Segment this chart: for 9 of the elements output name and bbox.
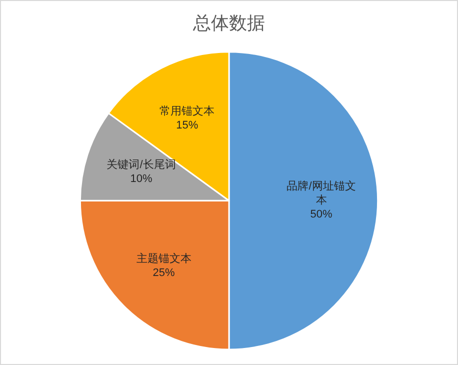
data-label: 50% <box>310 208 332 221</box>
slice-label: 常用锚文本 <box>160 104 215 118</box>
chart-title: 总体数据 <box>192 13 265 33</box>
slice-label: 关键词/长尾词 <box>106 158 176 172</box>
data-label: 25% <box>152 266 175 279</box>
data-label: 15% <box>176 119 198 132</box>
slice-label: 主题锚文本 <box>136 252 192 265</box>
slice-label: 品牌/网址锚文本 <box>286 180 356 207</box>
data-label: 10% <box>130 173 152 186</box>
